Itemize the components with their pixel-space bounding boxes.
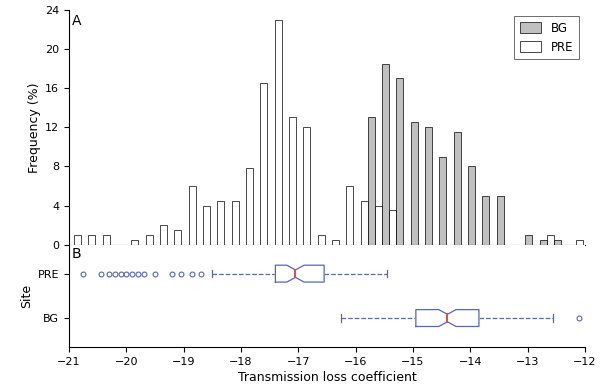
Legend: BG, PRE: BG, PRE bbox=[514, 16, 579, 60]
Bar bbox=[576, 240, 583, 245]
Polygon shape bbox=[416, 310, 479, 327]
Bar bbox=[103, 235, 110, 245]
Bar bbox=[554, 240, 561, 245]
Bar bbox=[332, 240, 339, 245]
Bar bbox=[160, 225, 167, 245]
Bar bbox=[547, 235, 554, 245]
Bar bbox=[468, 167, 475, 245]
Bar bbox=[361, 201, 368, 245]
Bar bbox=[540, 240, 547, 245]
Bar bbox=[88, 235, 95, 245]
Bar bbox=[304, 127, 310, 245]
Polygon shape bbox=[275, 265, 324, 282]
Bar bbox=[368, 118, 374, 245]
Bar bbox=[397, 78, 403, 245]
Bar bbox=[175, 230, 181, 245]
Text: B: B bbox=[71, 247, 81, 261]
Bar bbox=[382, 64, 389, 245]
Bar bbox=[389, 211, 397, 245]
Bar bbox=[318, 235, 325, 245]
Bar bbox=[217, 201, 224, 245]
Bar bbox=[246, 169, 253, 245]
Bar bbox=[189, 186, 196, 245]
Bar bbox=[526, 235, 532, 245]
Bar bbox=[232, 201, 239, 245]
Bar bbox=[74, 235, 81, 245]
Bar bbox=[275, 20, 282, 245]
Bar bbox=[131, 240, 139, 245]
Bar bbox=[454, 132, 461, 245]
Bar bbox=[346, 186, 353, 245]
Y-axis label: Frequency (%): Frequency (%) bbox=[28, 82, 41, 172]
Bar bbox=[497, 196, 503, 245]
X-axis label: Transmission loss coefficient: Transmission loss coefficient bbox=[238, 371, 416, 384]
Bar bbox=[411, 122, 418, 245]
Bar bbox=[146, 235, 153, 245]
Bar bbox=[375, 205, 382, 245]
Bar bbox=[260, 83, 268, 245]
Bar bbox=[203, 205, 210, 245]
Y-axis label: Site: Site bbox=[20, 284, 34, 308]
Bar bbox=[482, 196, 489, 245]
Text: A: A bbox=[71, 15, 81, 29]
Bar bbox=[439, 157, 446, 245]
Bar bbox=[289, 118, 296, 245]
Bar bbox=[425, 127, 432, 245]
